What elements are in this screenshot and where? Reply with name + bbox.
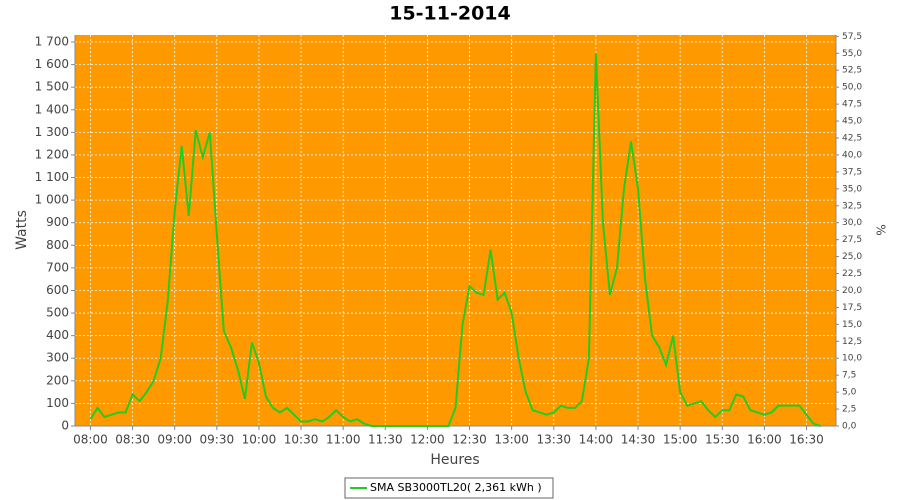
y2-tick-label: 10,0 — [842, 354, 862, 364]
x-tick-label: 13:30 — [536, 433, 571, 447]
x-tick-label: 09:00 — [157, 433, 192, 447]
y2-tick-label: 20,0 — [842, 286, 862, 296]
y2-tick-label: 25,0 — [842, 252, 862, 262]
y-tick-label: 400 — [46, 328, 69, 342]
x-tick-label: 16:30 — [789, 433, 824, 447]
y2-tick-label: 55,0 — [842, 49, 862, 59]
x-tick-label: 16:00 — [747, 433, 782, 447]
y-tick-label: 200 — [46, 373, 69, 387]
y2-tick-label: 2,5 — [842, 405, 856, 415]
y-tick-label: 300 — [46, 351, 69, 365]
y-tick-label: 700 — [46, 260, 69, 274]
y-tick-label: 1 700 — [35, 35, 69, 49]
y-tick-label: 1 400 — [35, 102, 69, 116]
y-tick-label: 800 — [46, 238, 69, 252]
chart-title: 15-11-2014 — [389, 3, 511, 25]
legend-label: SMA SB3000TL20( 2,361 kWh ) — [370, 481, 542, 494]
y2-tick-label: 35,0 — [842, 184, 862, 194]
y-tick-label: 1 600 — [35, 57, 69, 71]
x-tick-label: 09:30 — [200, 433, 235, 447]
y2-tick-label: 40,0 — [842, 150, 862, 160]
legend-box — [344, 477, 554, 499]
y2-tick-label: 22,5 — [842, 269, 862, 279]
legend: SMA SB3000TL20( 2,361 kWh ) — [344, 477, 554, 499]
y2-tick-label: 5,0 — [842, 388, 857, 398]
y-axis-label: Watts — [14, 210, 30, 250]
x-tick-label: 14:30 — [621, 433, 656, 447]
line-series — [89, 53, 821, 427]
y-tick-label: 1 300 — [35, 125, 69, 139]
x-tick-label: 14:00 — [579, 433, 614, 447]
y-tick-label: 900 — [46, 215, 69, 229]
x-tick-label: 12:30 — [452, 433, 487, 447]
y2-tick-label: 12,5 — [842, 337, 862, 347]
y2-tick-label: 52,5 — [842, 66, 862, 76]
x-tick-label: 12:00 — [410, 433, 445, 447]
y2-tick-label: 0,0 — [842, 422, 857, 432]
y2-tick-label: 27,5 — [842, 235, 862, 245]
x-tick-label: 08:00 — [73, 433, 108, 447]
x-tick-label: 11:00 — [326, 433, 361, 447]
x-tick-label: 10:30 — [284, 433, 319, 447]
x-tick-label: 11:30 — [368, 433, 403, 447]
y2-tick-label: 7,5 — [842, 371, 856, 381]
y-tick-label: 0 — [61, 419, 69, 433]
y-tick-label: 1 200 — [35, 147, 69, 161]
y2-tick-label: 50,0 — [842, 83, 862, 93]
y-tick-label: 500 — [46, 306, 69, 320]
y-tick-label: 1 500 — [35, 80, 69, 94]
y-tick-label: 100 — [46, 396, 69, 410]
y-tick-label: 600 — [46, 283, 69, 297]
x-tick-label: 15:00 — [663, 433, 698, 447]
y2-tick-label: 30,0 — [842, 218, 862, 228]
y2-tick-label: 47,5 — [842, 100, 862, 110]
y2-tick-label: 45,0 — [842, 117, 862, 127]
y2-tick-label: 17,5 — [842, 303, 862, 313]
x-tick-label: 10:00 — [242, 433, 277, 447]
y2-tick-label: 32,5 — [842, 201, 862, 211]
y2-tick-label: 42,5 — [842, 134, 862, 144]
y2-axis-label: % — [874, 224, 888, 235]
y-tick-label: 1 000 — [35, 193, 69, 207]
x-axis-label: Heures — [430, 452, 479, 468]
x-tick-label: 15:30 — [705, 433, 740, 447]
y-tick-label: 1 100 — [35, 170, 69, 184]
x-tick-label: 08:30 — [115, 433, 150, 447]
y2-tick-label: 57,5 — [842, 32, 862, 42]
y2-tick-label: 37,5 — [842, 167, 862, 177]
plot-area — [75, 35, 836, 426]
y2-tick-label: 15,0 — [842, 320, 862, 330]
x-tick-label: 13:00 — [494, 433, 529, 447]
